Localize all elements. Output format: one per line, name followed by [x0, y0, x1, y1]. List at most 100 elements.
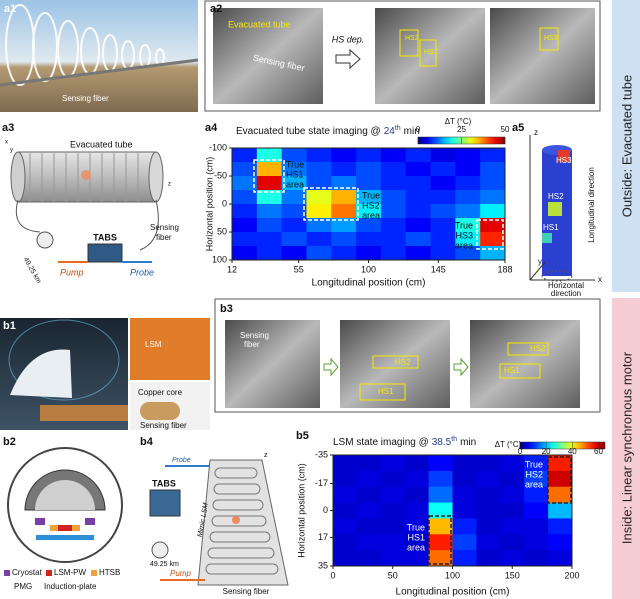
arrow — [323, 357, 339, 377]
heat-cell — [356, 204, 382, 219]
annotation: area — [362, 210, 380, 220]
heat-cell — [256, 218, 283, 233]
x-tick-label: 145 — [431, 264, 446, 274]
y-tick-label: 0 — [222, 198, 227, 208]
axis-label: z — [264, 452, 268, 459]
heat-cell — [232, 176, 258, 191]
annotation: True — [525, 459, 543, 469]
annotation-box — [476, 219, 504, 250]
label: Longitudinal direction — [587, 167, 596, 243]
colorbar — [519, 441, 606, 450]
y-axis-label: Horizontal position (cm) — [204, 157, 214, 252]
heat-cell — [455, 246, 481, 261]
heat-cell — [500, 550, 525, 567]
axis-label: x — [598, 275, 602, 284]
tunnel-ring — [8, 319, 120, 401]
heat-cell — [281, 232, 307, 247]
axis-label: y — [10, 148, 13, 154]
hs-box — [539, 27, 559, 51]
tabs-device — [149, 489, 181, 517]
heat-cell — [476, 455, 501, 472]
heat-cell — [256, 176, 283, 191]
heat-cell — [256, 204, 283, 219]
label: HS2 — [530, 344, 546, 353]
heat-cell — [306, 190, 332, 205]
colorbar-tick-label: 0 — [416, 125, 421, 134]
tabs-device — [87, 243, 123, 263]
x-tick-label: 50 — [388, 570, 398, 580]
heat-cell — [380, 550, 406, 567]
fiber-coil — [151, 541, 169, 559]
axis-label: x — [5, 140, 8, 146]
heat-cell — [405, 148, 431, 163]
heat-cell — [232, 162, 258, 177]
heat-cell — [476, 470, 501, 488]
y-tick-label: -50 — [214, 170, 227, 180]
heat-cell — [524, 455, 549, 472]
annotation: area — [286, 179, 304, 189]
heat-cell — [256, 190, 283, 205]
heat-cell — [281, 190, 307, 205]
photo — [213, 8, 323, 104]
heat-cell — [428, 518, 453, 535]
heat-cell — [476, 502, 501, 519]
label: Pump — [170, 569, 191, 578]
heat-cell — [452, 550, 477, 567]
arrow — [335, 48, 361, 70]
hotspot — [232, 516, 240, 524]
heat-cell — [405, 246, 431, 261]
heat-cell — [331, 204, 357, 219]
mimic-lsm — [197, 459, 289, 586]
title-unit: min — [404, 126, 420, 137]
label: Sensing — [240, 331, 269, 340]
y-axis-label: Horizontal position (cm) — [296, 463, 306, 558]
panel-label: a5 — [512, 122, 524, 134]
heat-cell — [281, 218, 307, 233]
heat-cell — [452, 534, 477, 551]
annotation: HS1 — [407, 532, 425, 542]
heat-cell — [405, 232, 431, 247]
panel-label: b1 — [3, 320, 16, 332]
section-banner — [612, 0, 640, 292]
label: 49.25 km — [150, 561, 179, 568]
copper-core — [140, 402, 180, 420]
heat-cell — [455, 218, 481, 233]
hs-box — [359, 383, 406, 401]
heat-cell — [405, 190, 431, 205]
hotspot — [81, 170, 91, 180]
legend-swatch — [4, 570, 10, 576]
heat-cell — [455, 148, 481, 163]
heat-cell — [380, 470, 406, 488]
heat-cell — [524, 534, 549, 551]
heat-cell — [548, 486, 573, 503]
cryostat — [35, 518, 45, 525]
axis-label: y — [538, 257, 542, 266]
hs-box — [399, 29, 419, 57]
cylinder-bottom — [541, 270, 573, 282]
heat-cell — [452, 470, 477, 488]
heat-cell — [548, 502, 573, 519]
label: Sensing fiber — [140, 421, 187, 430]
y-tick-label: 0 — [323, 505, 328, 515]
heat-cell — [524, 550, 549, 567]
chart-title: Evacuated tube state imaging @24th min — [236, 125, 420, 137]
y-tick-label: -35 — [315, 449, 328, 459]
heat-cell — [256, 162, 283, 177]
heat-cell — [524, 502, 549, 519]
colorbar-label: ΔT (°C) — [445, 117, 472, 126]
heat-cell — [356, 162, 382, 177]
y-tick-label: -100 — [209, 142, 227, 152]
x-tick-label: 100 — [361, 264, 376, 274]
heat-cell — [480, 232, 506, 247]
heat-cell — [404, 534, 429, 551]
x-tick-label: 200 — [564, 570, 579, 580]
label: HS2 — [395, 358, 411, 367]
panel-label: a3 — [2, 122, 14, 134]
heat-cell — [452, 518, 477, 535]
heat-cell — [476, 518, 501, 535]
lsm-track — [40, 405, 128, 421]
legend-label: Cryostat — [12, 568, 43, 577]
annotation: True — [407, 522, 425, 532]
